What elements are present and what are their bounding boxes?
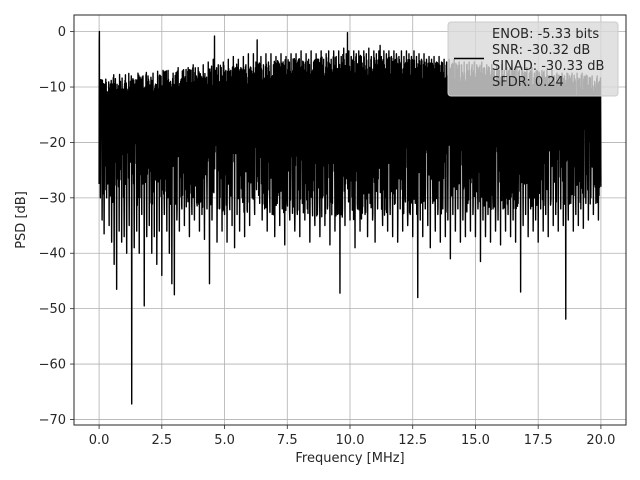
- y-tick-label: 0: [58, 25, 66, 40]
- y-axis-ticks: 0 −10 −20 −30 −40 −50 −60 −70: [39, 25, 74, 428]
- legend-sfdr: SFDR: 0.24: [492, 75, 564, 90]
- x-tick-label: 5.0: [214, 433, 235, 448]
- y-tick-label: −60: [39, 358, 66, 373]
- x-tick-label: 17.5: [524, 433, 553, 448]
- x-tick-label: 7.5: [277, 433, 298, 448]
- legend-enob: ENOB: -5.33 bits: [492, 27, 599, 42]
- x-tick-label: 12.5: [398, 433, 427, 448]
- x-tick-label: 15.0: [461, 433, 490, 448]
- x-tick-label: 2.5: [151, 433, 172, 448]
- y-tick-label: −10: [39, 81, 66, 96]
- legend-box: [447, 21, 619, 97]
- x-tick-label: 10.0: [336, 433, 365, 448]
- x-tick-label: 20.0: [586, 433, 615, 448]
- y-axis-label: PSD [dB]: [14, 191, 29, 249]
- y-tick-label: −50: [39, 302, 66, 317]
- legend-snr: SNR: -30.32 dB: [492, 43, 590, 58]
- y-tick-label: −20: [39, 136, 66, 151]
- x-axis-label: Frequency [MHz]: [295, 451, 404, 466]
- legend-sinad: SINAD: -30.33 dB: [492, 59, 604, 74]
- y-tick-label: −40: [39, 247, 66, 262]
- y-tick-label: −30: [39, 191, 66, 206]
- plot-area: [98, 30, 602, 405]
- y-tick-label: −70: [39, 413, 66, 428]
- x-axis-ticks: 0.0 2.5 5.0 7.5 10.0 12.5 15.0 17.5 20.0: [89, 425, 615, 448]
- x-tick-label: 0.0: [89, 433, 110, 448]
- legend: ENOB: -5.33 bits SNR: -30.32 dB SINAD: -…: [447, 21, 619, 97]
- psd-series-line: [98, 30, 602, 405]
